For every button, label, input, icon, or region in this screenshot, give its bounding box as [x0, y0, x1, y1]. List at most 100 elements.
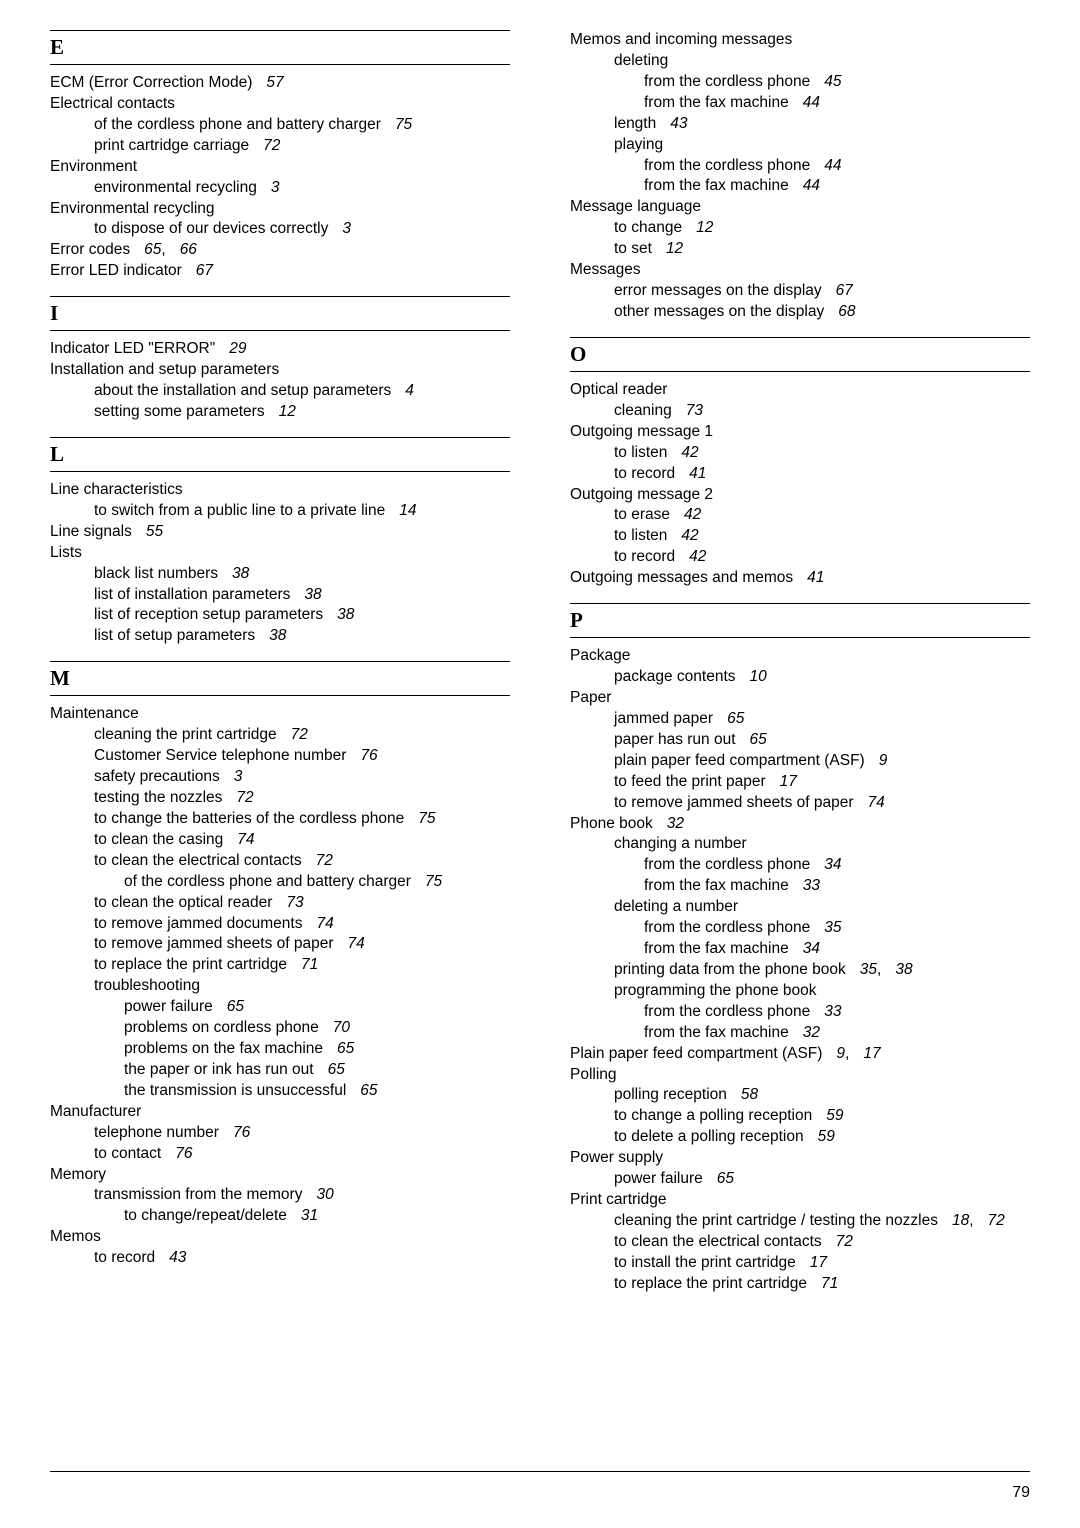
entry-text: to listen [614, 527, 667, 544]
entry-text: of the cordless phone and battery charge… [94, 116, 381, 133]
entry-text: from the fax machine [644, 177, 789, 194]
entry-text: cleaning the print cartridge [94, 726, 277, 743]
index-entry: to erase42 [614, 505, 1030, 526]
entry-page: 65 [717, 1170, 734, 1187]
entry-text: power failure [614, 1170, 703, 1187]
index-entry: power failure65 [124, 997, 510, 1018]
index-entry: troubleshooting [94, 976, 510, 997]
index-entry: jammed paper65 [614, 709, 1030, 730]
entry-page: 44 [803, 177, 820, 194]
entry-page: 59 [818, 1128, 835, 1145]
entry-page: 67 [836, 282, 853, 299]
entry-text: from the cordless phone [644, 1003, 810, 1020]
index-entry: to clean the electrical contacts72 [614, 1232, 1030, 1253]
entry-text: from the cordless phone [644, 73, 810, 90]
entry-page: 75 [425, 873, 442, 890]
index-entry: Environmental recycling [50, 199, 510, 220]
entry-page: 9 [836, 1045, 845, 1062]
index-entry: Electrical contacts [50, 94, 510, 115]
entry-text: Error LED indicator [50, 262, 182, 279]
index-entry: from the fax machine34 [644, 939, 1030, 960]
entry-text: polling reception [614, 1086, 727, 1103]
index-entry: to clean the casing74 [94, 830, 510, 851]
entry-text: transmission from the memory [94, 1186, 302, 1203]
entry-page: 38 [895, 961, 912, 978]
entry-page: 59 [826, 1107, 843, 1124]
index-entry: Line signals55 [50, 522, 510, 543]
entry-page: 74 [316, 915, 333, 932]
entry-page: 17 [780, 773, 797, 790]
index-entry: safety precautions3 [94, 767, 510, 788]
entry-page: 58 [741, 1086, 758, 1103]
section-letter: M [50, 661, 510, 696]
entry-text: package contents [614, 668, 736, 685]
index-entry: to listen42 [614, 443, 1030, 464]
entry-page: 33 [803, 877, 820, 894]
entry-page: 75 [395, 116, 412, 133]
index-entry: from the fax machine44 [644, 93, 1030, 114]
index-entry: programming the phone book [614, 981, 1030, 1002]
entry-text: about the installation and setup paramet… [94, 382, 391, 399]
entry-text: Memos [50, 1228, 101, 1245]
section-letter: L [50, 437, 510, 472]
index-entry: from the fax machine 32 [644, 1023, 1030, 1044]
index-entry: Paper [570, 688, 1030, 709]
index-entry: to listen42 [614, 526, 1030, 547]
entry-text: plain paper feed compartment (ASF) [614, 752, 865, 769]
entry-page: 29 [229, 340, 246, 357]
entry-page: 72 [988, 1212, 1005, 1229]
index-entry: from the cordless phone 33 [644, 1002, 1030, 1023]
index-entry: other messages on the display68 [614, 302, 1030, 323]
index-entry: from the cordless phone45 [644, 72, 1030, 93]
index-entry: to record43 [94, 1248, 510, 1269]
index-entry: from the fax machine 44 [644, 176, 1030, 197]
left-column: EECM (Error Correction Mode)57Electrical… [50, 30, 510, 1295]
entry-page: 65 [144, 241, 161, 258]
entry-page: 32 [803, 1024, 820, 1041]
entry-text: Messages [570, 261, 641, 278]
entry-text: Installation and setup parameters [50, 361, 279, 378]
entry-text: Error codes [50, 241, 130, 258]
index-entry: from the cordless phone44 [644, 156, 1030, 177]
entry-text: Environment [50, 158, 137, 175]
entry-page: 35 [824, 919, 841, 936]
entry-text: to listen [614, 444, 667, 461]
index-entry: changing a number [614, 834, 1030, 855]
entry-page: 33 [824, 1003, 841, 1020]
entry-page: 12 [666, 240, 683, 257]
entry-text: Electrical contacts [50, 95, 175, 112]
entry-text: to record [614, 548, 675, 565]
entry-text: power failure [124, 998, 213, 1015]
entry-text: print cartridge carriage [94, 137, 249, 154]
entry-page: 44 [803, 94, 820, 111]
entry-text: from the cordless phone [644, 157, 810, 174]
entry-page: 34 [824, 856, 841, 873]
index-entry: list of installation parameters38 [94, 585, 510, 606]
entry-text: from the cordless phone [644, 919, 810, 936]
entry-text: from the fax machine [644, 1024, 789, 1041]
entry-text: cleaning the print cartridge / testing t… [614, 1212, 938, 1229]
index-entry: error messages on the display67 [614, 281, 1030, 302]
entry-page: 3 [234, 768, 243, 785]
entry-page: 14 [399, 502, 416, 519]
index-entry: package contents10 [614, 667, 1030, 688]
index-entry: Print cartridge [570, 1190, 1030, 1211]
entry-text: to set [614, 240, 652, 257]
index-entry: of the cordless phone and battery charge… [124, 872, 510, 893]
footer-rule [50, 1471, 1030, 1472]
index-entry: Polling [570, 1065, 1030, 1086]
entry-page: 32 [667, 815, 684, 832]
entry-page: 72 [291, 726, 308, 743]
entry-text: to change the batteries of the cordless … [94, 810, 404, 827]
index-entry: cleaning73 [614, 401, 1030, 422]
entry-page: 35 [860, 961, 877, 978]
entry-text: Maintenance [50, 705, 139, 722]
section-letter: E [50, 30, 510, 65]
index-entry: telephone number76 [94, 1123, 510, 1144]
entry-page: 65 [727, 710, 744, 727]
entry-text: changing a number [614, 835, 747, 852]
entry-text: to clean the casing [94, 831, 223, 848]
entry-text: list of installation parameters [94, 586, 290, 603]
entry-text: Lists [50, 544, 82, 561]
index-entry: Line characteristics [50, 480, 510, 501]
